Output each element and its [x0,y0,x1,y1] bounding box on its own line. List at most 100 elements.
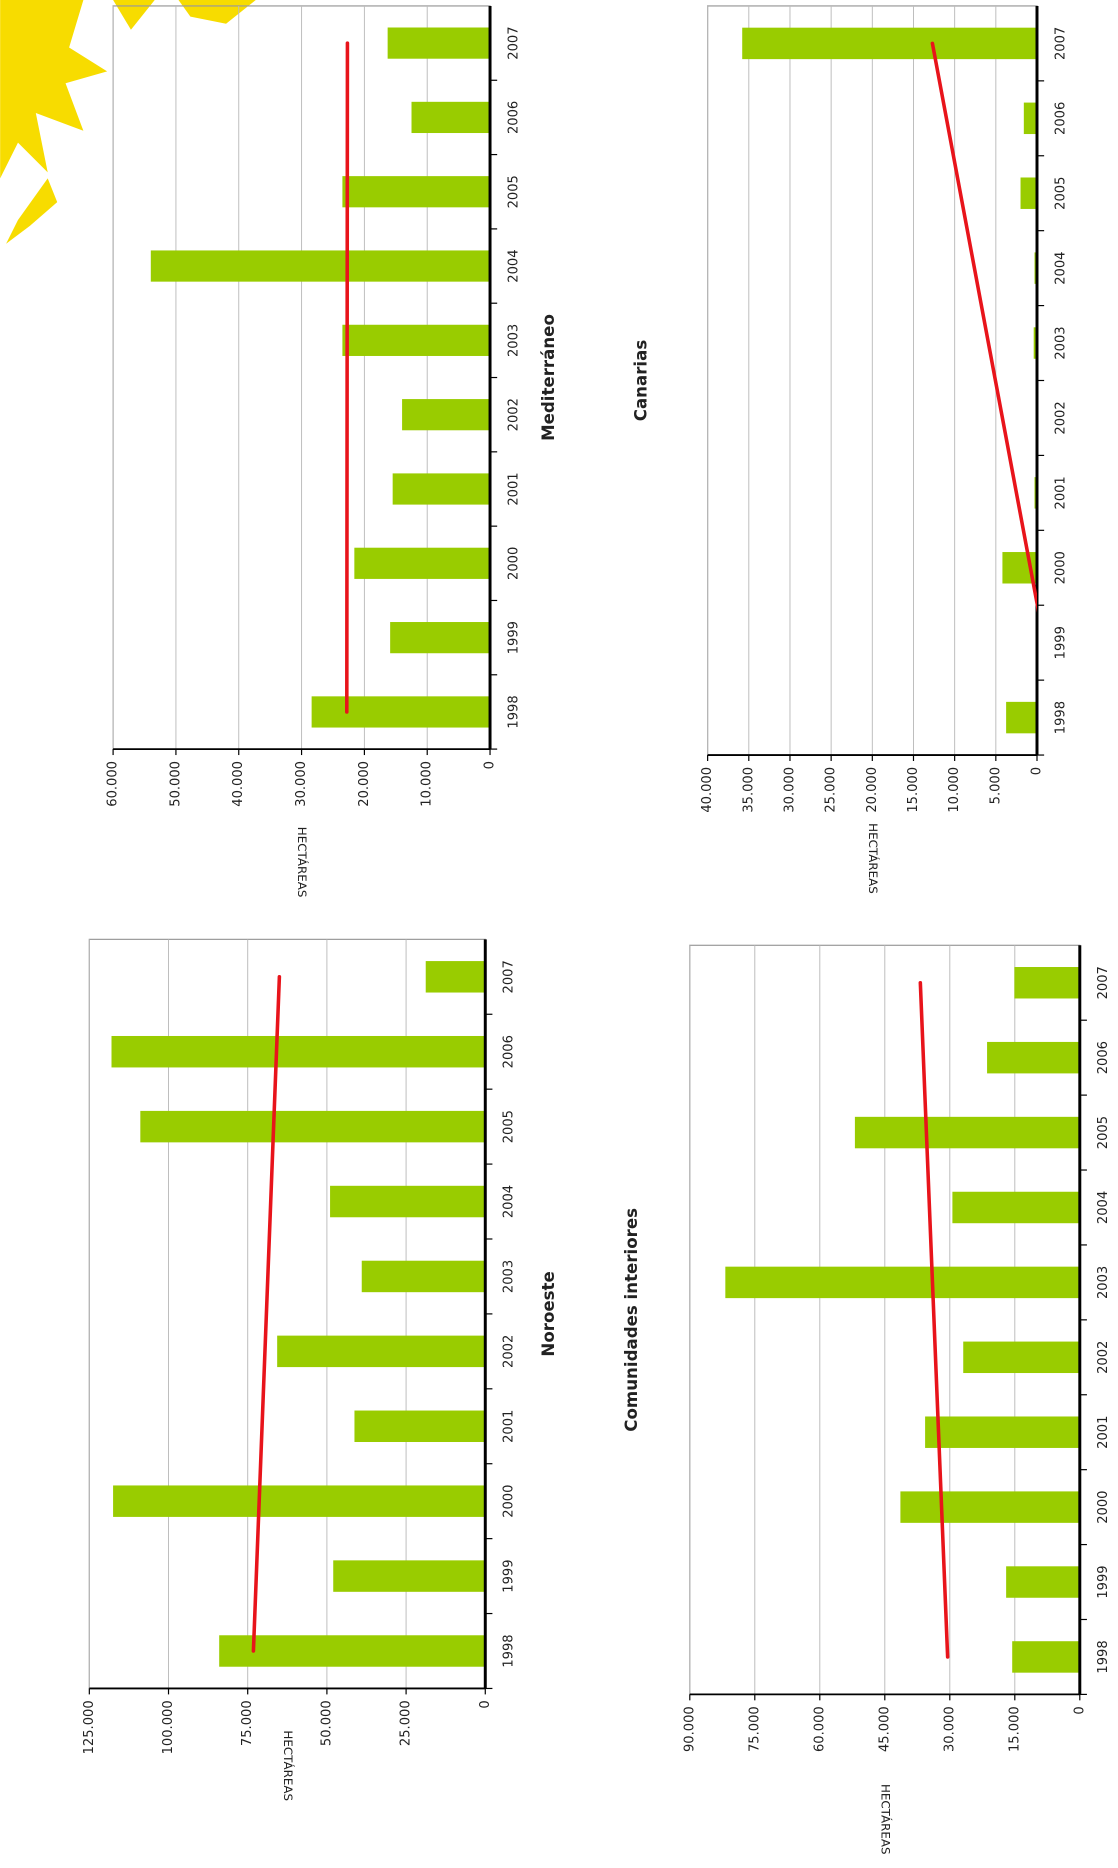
x-tick-label: 2000 [1096,1490,1111,1523]
y-tick-label: 0 [483,761,498,769]
y-tick-label: 10.000 [947,767,962,813]
x-tick-label: 2004 [506,249,521,282]
axis-label: HECTÁREAS [281,1730,296,1801]
bar [342,324,491,356]
y-tick-label: 75.000 [240,1700,255,1746]
bar [111,1035,486,1068]
y-tick-label: 15.000 [1007,1706,1022,1752]
x-tick-label: 2000 [502,1485,517,1518]
y-tick-label: 30.000 [294,761,309,807]
x-tick-label: 1999 [502,1559,517,1592]
bar [392,473,491,505]
x-tick-label: 2003 [502,1260,517,1293]
trend-line [251,975,282,1653]
bar [1012,1641,1080,1673]
bar [402,399,491,431]
x-tick-label: 1999 [506,621,521,654]
chart-title: Noroeste [539,1271,558,1356]
bar [925,1416,1080,1448]
y-tick-label: 30.000 [942,1706,957,1752]
y-tick-label: 25.000 [399,1700,414,1746]
x-tick-label: 1998 [1096,1640,1111,1673]
x-tick-label: 1998 [1053,701,1068,734]
x-tick-label: 2004 [1053,252,1068,285]
x-tick-label: 2006 [1096,1041,1111,1074]
x-tick-label: 2002 [1096,1341,1111,1374]
bar [1033,327,1037,359]
bar [330,1185,486,1218]
bar [219,1635,486,1667]
bar [1023,102,1037,135]
x-tick-label: 2001 [1096,1416,1111,1449]
trend-line [345,41,350,714]
x-tick-label: 2006 [1053,102,1068,135]
x-tick-label: 2007 [1096,966,1111,999]
bar [1014,967,1080,999]
x-tick-label: 2006 [502,1035,517,1068]
axis-label: HECTÁREAS [295,827,310,898]
bar [387,27,491,59]
bar [342,176,491,208]
y-tick-label: 35.000 [741,767,756,813]
y-tick-label: 50.000 [319,1700,334,1746]
y-tick-label: 90.000 [682,1706,697,1752]
x-tick-label: 2001 [1053,476,1068,509]
chart-title: Mediterráneo [539,314,558,441]
chart-title: Comunidades interiores [622,1208,641,1432]
y-tick-label: 0 [1029,767,1044,775]
x-tick-label: 1999 [1053,626,1068,659]
axis-label: HECTÁREAS [866,823,881,894]
x-tick-label: 2000 [1053,551,1068,584]
y-tick-label: 75.000 [747,1706,762,1752]
x-tick-label: 1998 [506,695,521,728]
bar [963,1341,1080,1374]
bar [361,1260,486,1293]
sun-decoration [0,0,256,244]
x-tick-label: 2007 [502,960,517,993]
y-tick-label: 20.000 [357,761,372,807]
y-tick-label: 10.000 [420,761,435,807]
x-tick-label: 2007 [506,26,521,59]
y-tick-label: 60.000 [106,761,121,807]
bar [150,250,491,282]
bar [742,27,1037,60]
y-tick-label: 0 [1072,1706,1087,1714]
x-tick-label: 2005 [1053,177,1068,210]
bar [113,1485,486,1517]
chart-title: Canarias [632,340,651,422]
bar [1020,177,1037,209]
x-tick-label: 2001 [506,472,521,505]
bar [952,1191,1080,1224]
y-tick-label: 30.000 [782,767,797,813]
bar [725,1266,1080,1299]
bar [1006,701,1037,734]
x-tick-label: 2004 [1096,1191,1111,1224]
bar [900,1491,1080,1523]
y-tick-label: 125.000 [82,1700,97,1754]
y-tick-label: 45.000 [877,1706,892,1752]
bar [1006,1566,1080,1598]
x-tick-label: 2002 [506,398,521,431]
x-tick-label: 2002 [502,1335,517,1368]
x-tick-label: 2001 [502,1410,517,1443]
y-tick-label: 40.000 [700,767,715,813]
trend-line [918,980,950,1659]
bar [333,1560,486,1592]
bar [390,622,491,654]
x-tick-label: 2000 [506,547,521,580]
x-tick-label: 2006 [506,101,521,134]
y-tick-label: 15.000 [906,767,921,813]
y-tick-label: 50.000 [168,761,183,807]
bar [277,1335,486,1368]
bar [354,547,491,579]
x-tick-label: 2005 [502,1110,517,1143]
y-tick-label: 40.000 [231,761,246,807]
bar [140,1110,486,1143]
trend-line [930,41,1037,613]
y-tick-label: 0 [478,1700,493,1708]
y-tick-label: 5.000 [988,767,1003,804]
x-tick-label: 2005 [506,175,521,208]
axis-label: HECTÁREAS [878,1784,893,1855]
x-tick-label: 2003 [506,324,521,357]
